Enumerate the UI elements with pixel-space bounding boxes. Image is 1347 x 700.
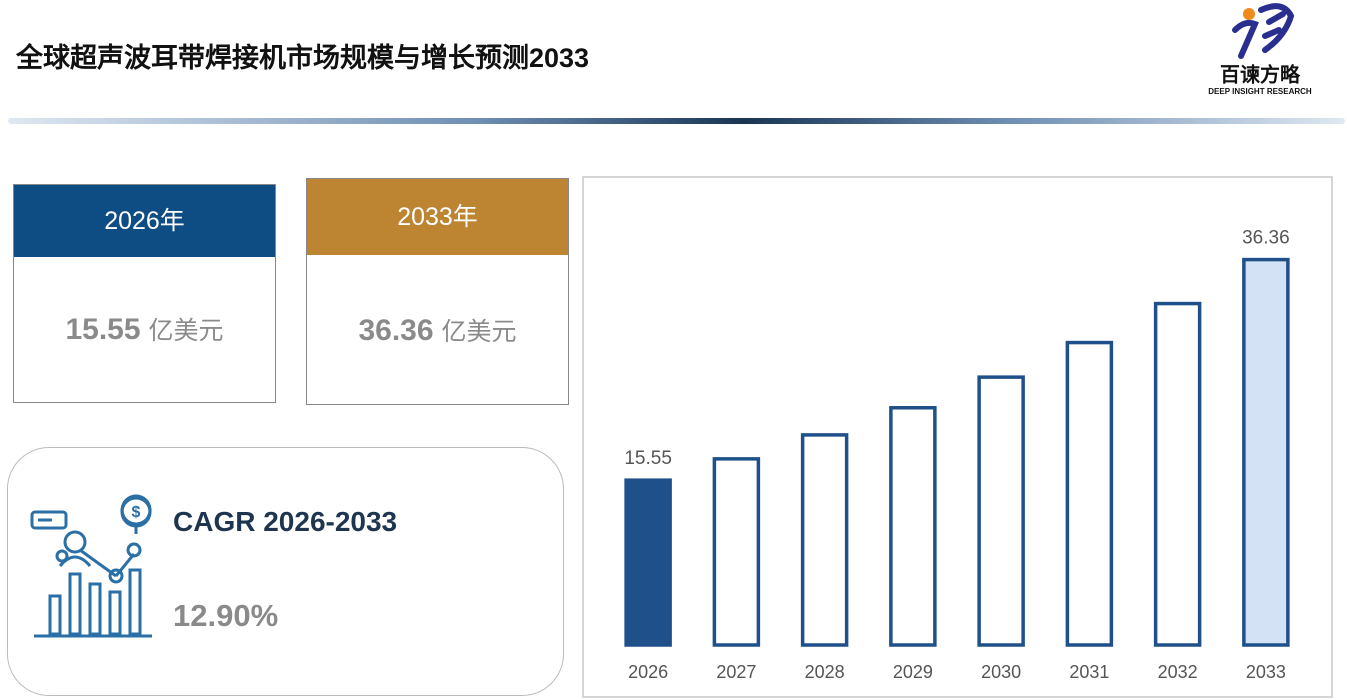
cagr-value: 12.90% [173,598,279,633]
x-tick-label: 2032 [1158,662,1198,682]
bar [1065,340,1114,647]
bar [712,457,761,647]
card-value: 36.36 亿美元 [307,255,568,408]
logo: 百谏方略 DEEP INSIGHT RESEARCH [1208,3,1312,96]
bar [1153,301,1202,647]
logo-tagline: DEEP INSIGHT RESEARCH [1208,87,1312,96]
cagr-panel: $ CAGR 2026-2033 12.90% [7,447,564,696]
growth-icon: $ [30,494,152,638]
card-number: 36.36 [358,314,434,347]
cagr-label: CAGR 2026-2033 [173,506,398,537]
bar [1242,257,1290,647]
card-number: 15.55 [65,313,141,346]
card: 2033年 36.36 亿美元 [306,178,569,405]
x-tick-label: 2029 [893,662,933,682]
data-label: 15.55 [624,448,672,469]
logo-name: 百谏方略 [1220,62,1301,86]
chart-panel [582,176,1333,698]
x-tick-label: 2026 [628,662,668,682]
x-tick-label: 2031 [1069,662,1109,682]
card-unit: 亿美元 [441,318,517,346]
svg-text:$: $ [132,504,141,521]
bar [889,406,937,647]
x-tick-label: 2030 [981,662,1021,682]
bar [624,478,672,647]
page-title: 全球超声波耳带焊接机市场规模与增长预测2033 [16,43,590,73]
logo-dot [1243,8,1255,20]
card-header: 2033年 [307,179,568,255]
x-tick-label: 2028 [805,662,845,682]
x-tick-label: 2027 [716,662,756,682]
header-rule [8,118,1345,124]
card-unit: 亿美元 [148,317,224,345]
data-label: 36.36 [1242,228,1290,249]
card-value: 15.55 亿美元 [14,257,275,404]
card: 2026年 15.55 亿美元 [13,184,276,403]
bar [800,433,849,647]
x-tick-label: 2033 [1246,662,1286,682]
bar [977,375,1025,647]
logo-mark [1232,3,1295,59]
card-header: 2026年 [14,185,275,257]
